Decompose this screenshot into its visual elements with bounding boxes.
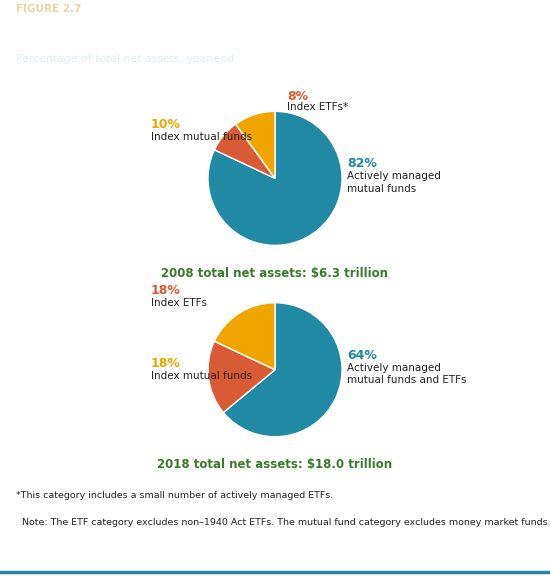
Text: Actively managed: Actively managed <box>348 362 441 373</box>
Text: 2008 total net assets: $6.3 trillion: 2008 total net assets: $6.3 trillion <box>162 267 388 280</box>
Wedge shape <box>235 111 275 179</box>
Text: Index ETFs: Index ETFs <box>151 298 207 308</box>
Text: 18%: 18% <box>151 357 181 369</box>
Text: Index ETFs*: Index ETFs* <box>287 102 348 113</box>
Text: 10%: 10% <box>151 118 181 131</box>
Wedge shape <box>208 341 275 412</box>
Text: Index mutual funds: Index mutual funds <box>151 132 252 142</box>
Text: Percentage of total net assets, year-end: Percentage of total net assets, year-end <box>16 53 235 64</box>
Text: Index mutual funds: Index mutual funds <box>151 371 252 382</box>
Wedge shape <box>214 124 275 179</box>
Wedge shape <box>208 111 342 245</box>
Text: mutual funds: mutual funds <box>348 184 416 194</box>
Text: mutual funds and ETFs: mutual funds and ETFs <box>348 375 467 386</box>
Text: *This category includes a small number of actively managed ETFs.: *This category includes a small number o… <box>16 491 334 500</box>
Text: 18%: 18% <box>151 284 181 297</box>
Text: 82%: 82% <box>348 157 377 170</box>
Text: Actively managed: Actively managed <box>348 171 441 182</box>
Text: Note: The ETF category excludes non–1940 Act ETFs. The mutual fund category excl: Note: The ETF category excludes non–1940… <box>22 519 550 527</box>
Wedge shape <box>223 303 342 437</box>
Wedge shape <box>214 303 275 370</box>
Text: 64%: 64% <box>348 349 377 361</box>
Text: FIGURE 2.7: FIGURE 2.7 <box>16 4 82 14</box>
Text: Index Funds Have Grown as a Share of the Fund Market: Index Funds Have Grown as a Share of the… <box>16 24 408 38</box>
Text: 8%: 8% <box>287 90 308 103</box>
Text: 2018 total net assets: $18.0 trillion: 2018 total net assets: $18.0 trillion <box>157 458 393 472</box>
